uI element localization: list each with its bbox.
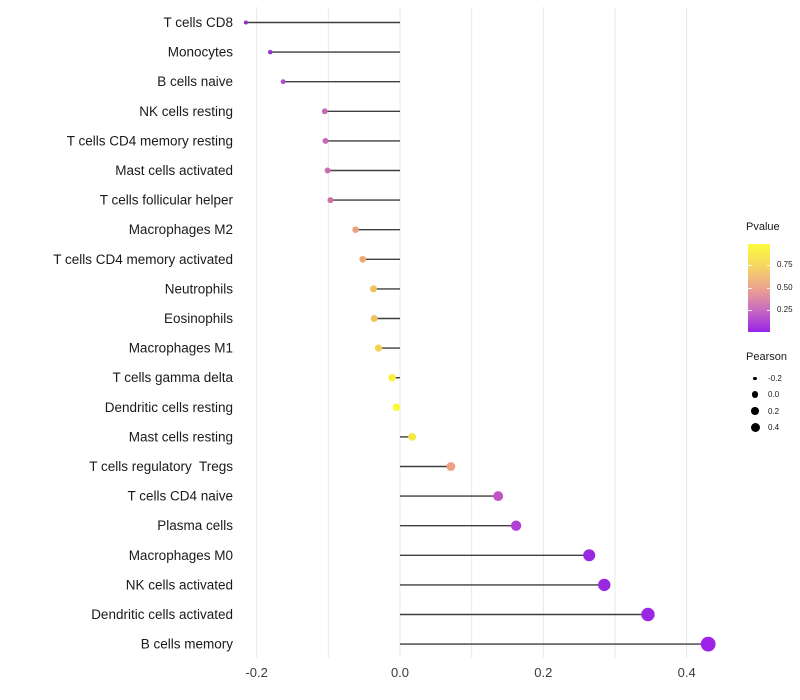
y-axis-label: Neutrophils xyxy=(165,281,234,296)
lollipop-point xyxy=(322,137,329,144)
x-axis-tick-label: 0.4 xyxy=(678,665,696,680)
y-axis-label: T cells gamma delta xyxy=(112,370,233,385)
pearson-legend-dot xyxy=(750,423,760,433)
x-axis-tick-label: 0.2 xyxy=(534,665,552,680)
lollipop-point xyxy=(583,549,596,562)
y-axis-label: Plasma cells xyxy=(157,518,233,533)
lollipop-point xyxy=(446,462,456,471)
y-axis-label: Dendritic cells resting xyxy=(105,400,233,415)
lollipop-point xyxy=(641,607,655,622)
y-axis-label: T cells CD4 naive xyxy=(127,489,233,504)
legend-pvalue: Pvalue 0.75 0.50 0.25 xyxy=(746,221,800,341)
pvalue-colorbar-tick xyxy=(748,287,752,289)
lollipop-point xyxy=(267,49,273,55)
pvalue-colorbar-tick-label: 0.75 xyxy=(777,260,793,270)
pvalue-colorbar-tick xyxy=(748,265,752,267)
pearson-legend-label: 0.2 xyxy=(768,406,780,416)
pearson-legend-dot xyxy=(751,391,759,399)
lollipop-point xyxy=(243,20,248,25)
pearson-legend-entry: 0.0 xyxy=(746,387,800,404)
pvalue-colorbar-tick-label: 0.25 xyxy=(777,305,793,314)
lollipop-point xyxy=(327,197,334,204)
pearson-legend-label: 0.0 xyxy=(768,390,780,400)
y-axis-label: Macrophages M0 xyxy=(129,548,233,563)
lollipop-point xyxy=(510,520,522,531)
pearson-legend-key xyxy=(746,407,764,416)
pearson-legend-label: -0.2 xyxy=(768,373,782,383)
pvalue-colorbar-tick xyxy=(748,310,752,311)
pearson-legend-key xyxy=(746,423,764,433)
lollipop-point xyxy=(493,491,504,502)
lollipop-point xyxy=(374,344,383,352)
lollipop-point xyxy=(700,636,716,652)
lollipop-point xyxy=(388,373,396,382)
y-axis-label: Eosinophils xyxy=(164,311,233,326)
lollipop-point xyxy=(598,578,611,592)
pearson-legend-dot xyxy=(751,407,759,416)
lollipop-point xyxy=(280,79,286,85)
lollipop-point xyxy=(392,403,401,412)
lollipop-point xyxy=(369,285,377,293)
pearson-legend-entry: 0.2 xyxy=(746,403,800,420)
y-axis-label: T cells CD4 memory activated xyxy=(53,252,233,267)
y-axis-label: Mast cells resting xyxy=(129,429,233,444)
y-axis-label: T cells follicular helper xyxy=(100,193,234,208)
lollipop-point xyxy=(370,315,378,322)
y-axis-label: T cells CD8 xyxy=(163,15,233,30)
pvalue-colorbar xyxy=(748,244,770,332)
y-axis-label: Monocytes xyxy=(168,45,234,60)
legend-pearson-title: Pearson xyxy=(746,351,787,363)
lollipop-point xyxy=(359,255,367,263)
y-axis-label: Dendritic cells activated xyxy=(91,607,233,622)
lollipop-point xyxy=(324,167,331,174)
y-axis-label: NK cells resting xyxy=(139,104,233,119)
lollipop-point xyxy=(408,432,417,441)
y-axis-label: Mast cells activated xyxy=(115,163,233,178)
x-axis-tick-label: -0.2 xyxy=(245,665,267,680)
pearson-legend-entry: -0.2 xyxy=(746,370,800,387)
legend-pvalue-title: Pvalue xyxy=(746,221,780,233)
y-axis-label: T cells CD4 memory resting xyxy=(67,133,233,148)
pvalue-colorbar-tick xyxy=(767,265,771,267)
legend-pearson: Pearson -0.2 0.0 0.2 0.4 xyxy=(746,351,800,446)
pearson-legend-label: 0.4 xyxy=(768,423,780,433)
pearson-legend-key xyxy=(746,376,764,380)
lollipop-point xyxy=(321,108,328,115)
pearson-legend-dot xyxy=(753,376,757,380)
pearson-legend-entry: 0.4 xyxy=(746,420,800,437)
lollipop-point xyxy=(352,226,359,233)
y-axis-label: T cells regulatory Tregs xyxy=(89,459,233,474)
y-axis-label: Macrophages M1 xyxy=(129,341,233,356)
y-axis-label: NK cells activated xyxy=(126,577,233,592)
y-axis-label: Macrophages M2 xyxy=(129,222,233,237)
pvalue-colorbar-tick-label: 0.50 xyxy=(777,282,793,292)
pvalue-colorbar-tick xyxy=(767,287,771,289)
y-axis-label: B cells memory xyxy=(141,637,234,652)
pvalue-colorbar-tick xyxy=(767,310,771,311)
pearson-legend-key xyxy=(746,391,764,399)
y-axis-label: B cells naive xyxy=(157,74,233,89)
x-axis-tick-label: 0.0 xyxy=(391,665,409,680)
